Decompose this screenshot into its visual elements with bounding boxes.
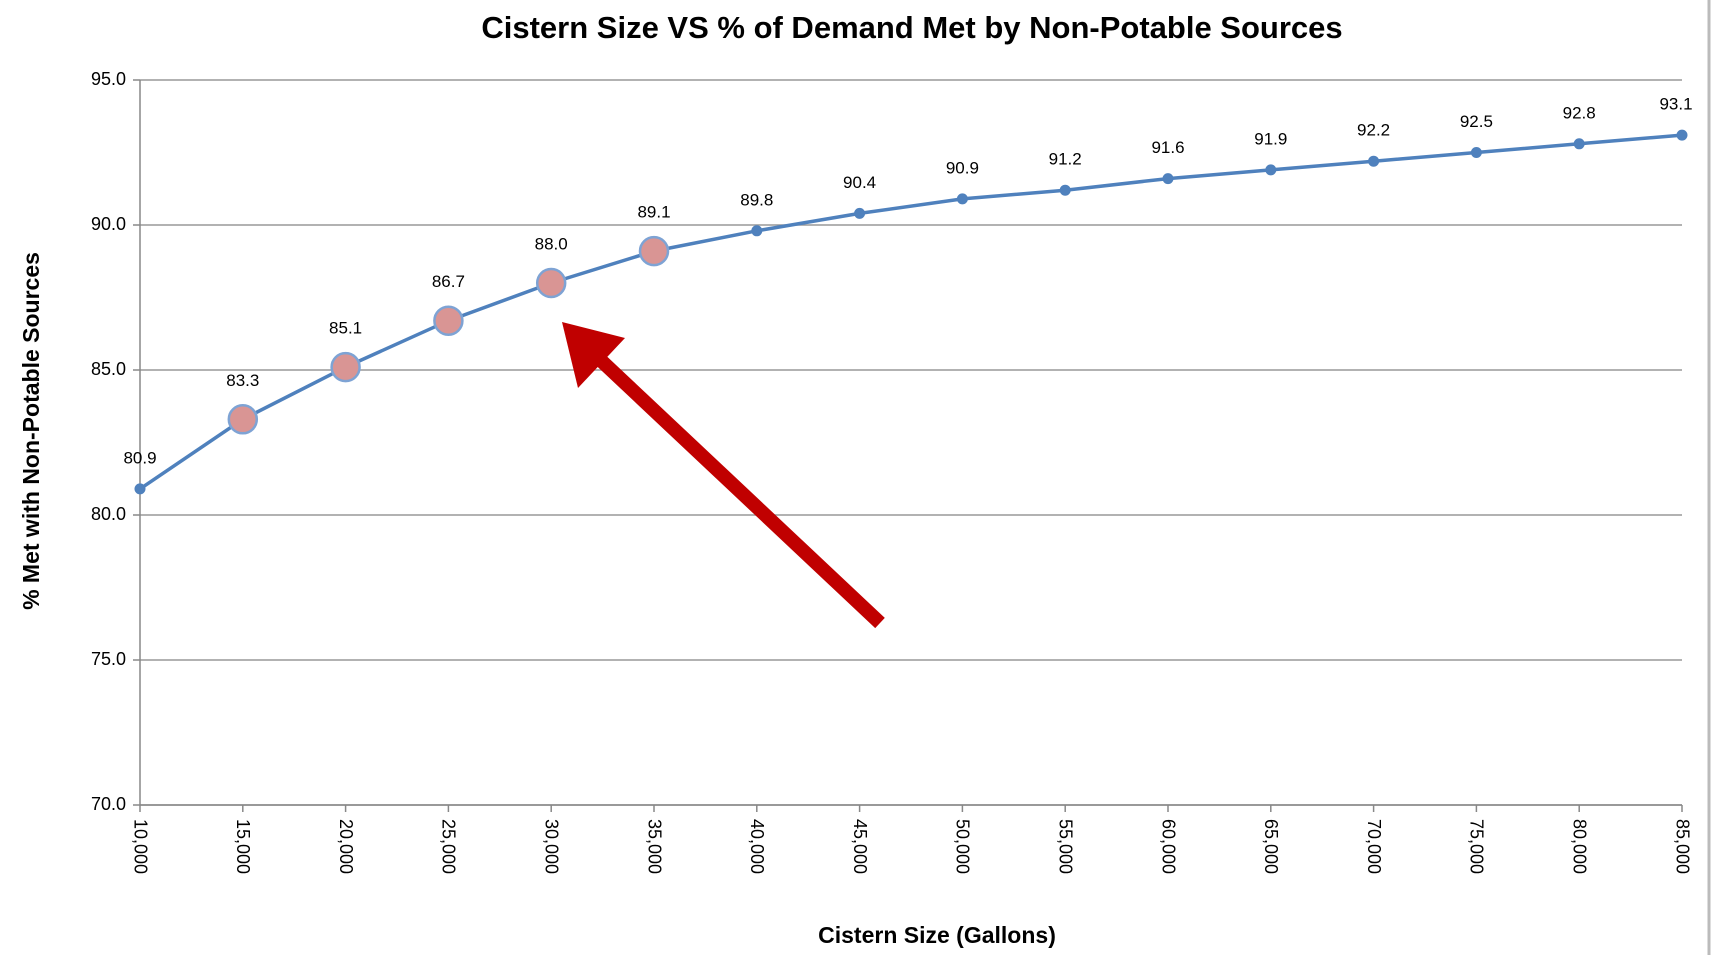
x-tick-label: 40,000 bbox=[747, 819, 767, 874]
x-tick-label: 85,000 bbox=[1672, 819, 1692, 874]
highlight-marker bbox=[535, 267, 567, 299]
data-label: 90.9 bbox=[946, 158, 979, 177]
data-label: 83.3 bbox=[226, 371, 259, 390]
marker bbox=[1059, 184, 1071, 196]
data-label: 80.9 bbox=[123, 448, 156, 467]
x-tick-label: 10,000 bbox=[130, 819, 150, 874]
arrow-head bbox=[562, 322, 625, 388]
x-tick-label: 50,000 bbox=[953, 819, 973, 874]
marker bbox=[1470, 147, 1482, 158]
y-tick-label: 90.0 bbox=[91, 214, 126, 234]
data-label: 92.8 bbox=[1563, 103, 1596, 122]
y-tick-label: 85.0 bbox=[91, 359, 126, 379]
x-tick-label: 45,000 bbox=[850, 819, 870, 874]
data-label: 85.1 bbox=[329, 319, 362, 338]
marker bbox=[1162, 173, 1174, 185]
plot: 80.9 83.3 85.1 86.7 88.0 89.1 89.8 90.4 90.9 91.2… bbox=[123, 95, 1693, 495]
arrow-shaft bbox=[587, 346, 885, 629]
y-tick-label: 95.0 bbox=[91, 69, 126, 89]
grid: 70.0 75.0 80.0 85.0 90.0 95.0 10,000 15,000 20,0… bbox=[91, 69, 1692, 874]
x-tick-label: 65,000 bbox=[1261, 819, 1281, 874]
marker bbox=[1265, 164, 1277, 176]
annotation-arrow bbox=[562, 322, 885, 629]
x-tick-label: 55,000 bbox=[1055, 819, 1075, 874]
y-tick-label: 70.0 bbox=[91, 794, 126, 814]
marker bbox=[751, 225, 763, 237]
x-tick-label: 30,000 bbox=[541, 819, 561, 874]
marker bbox=[1573, 138, 1585, 150]
highlight-marker bbox=[227, 404, 259, 435]
x-tick-label: 25,000 bbox=[439, 819, 459, 874]
y-tick-label: 80.0 bbox=[91, 504, 126, 524]
y-axis-title: % Met with Non-Potable Sources bbox=[18, 252, 44, 610]
marker bbox=[1676, 129, 1688, 141]
x-tick-label: 20,000 bbox=[336, 819, 356, 874]
highlight-marker bbox=[638, 235, 670, 267]
marker bbox=[956, 193, 968, 205]
x-axis-title: Cistern Size (Gallons) bbox=[818, 922, 1056, 948]
data-label: 93.1 bbox=[1659, 95, 1692, 114]
data-label: 92.2 bbox=[1357, 121, 1390, 140]
data-label: 88.0 bbox=[535, 234, 568, 253]
data-label: 86.7 bbox=[432, 272, 465, 291]
x-tick-label: 15,000 bbox=[233, 819, 253, 874]
x-tick-label: 70,000 bbox=[1364, 819, 1384, 874]
data-label: 91.2 bbox=[1049, 150, 1082, 169]
data-label: 90.4 bbox=[843, 173, 876, 192]
marker bbox=[134, 483, 146, 495]
x-tick-label: 80,000 bbox=[1569, 819, 1589, 874]
x-tick-label: 60,000 bbox=[1158, 819, 1178, 874]
data-label: 91.9 bbox=[1254, 129, 1287, 148]
y-tick-label: 75.0 bbox=[91, 649, 126, 669]
chart-title: Cistern Size VS % of Demand Met by Non-P… bbox=[481, 10, 1342, 45]
line bbox=[139, 133, 1683, 491]
marker bbox=[854, 207, 866, 219]
data-label: 91.6 bbox=[1151, 138, 1184, 157]
data-label: 92.5 bbox=[1460, 112, 1493, 131]
highlight-marker bbox=[433, 305, 464, 336]
data-label: 89.1 bbox=[637, 203, 670, 222]
x-tick-label: 75,000 bbox=[1467, 819, 1487, 874]
highlight-marker bbox=[330, 351, 361, 383]
x-tick-label: 35,000 bbox=[644, 819, 664, 874]
marker bbox=[1368, 155, 1380, 167]
data-label: 89.8 bbox=[740, 190, 773, 209]
